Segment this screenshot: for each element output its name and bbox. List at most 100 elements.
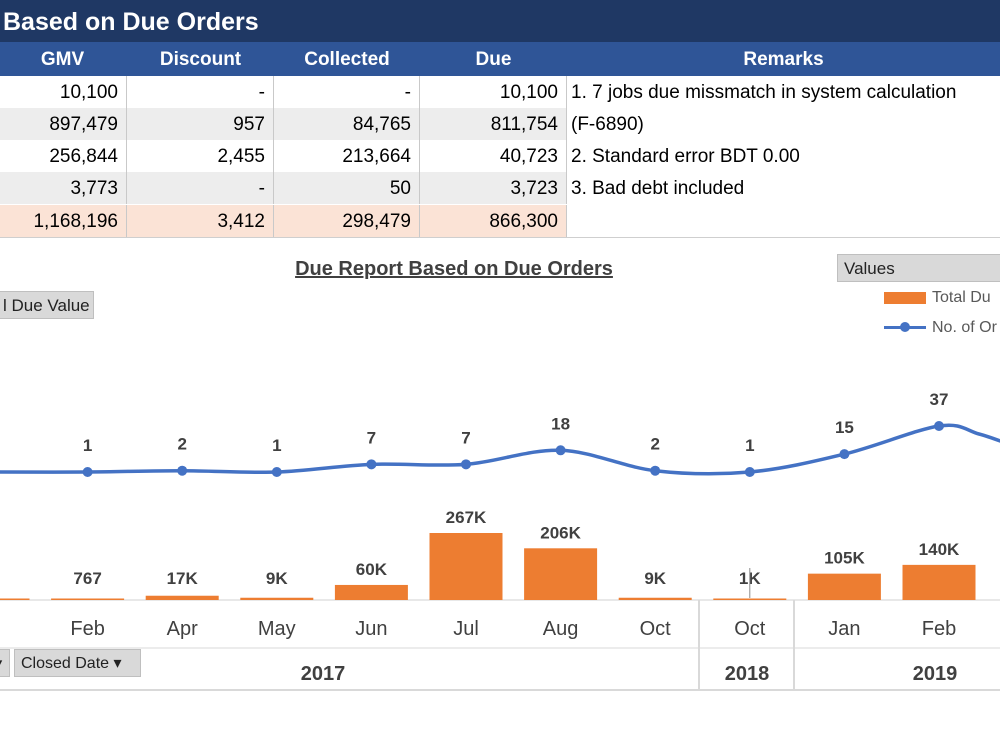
total-gmv[interactable]: 1,168,196 xyxy=(0,205,127,237)
chart-title: Due Report Based on Due Orders xyxy=(295,258,613,280)
orders-data-label: 15 xyxy=(835,418,854,437)
orders-point xyxy=(650,465,661,476)
bar xyxy=(713,598,787,600)
x-tick-label: Aug xyxy=(543,618,579,640)
bar xyxy=(0,598,30,600)
bar xyxy=(524,548,598,600)
cell-due[interactable]: 3,723 xyxy=(420,172,567,204)
table-total-row: 1,168,196 3,412 298,479 866,300 xyxy=(0,205,567,237)
orders-point xyxy=(555,445,566,456)
orders-series-line xyxy=(0,423,1000,476)
remark-line: 1. 7 jobs due missmatch in system calcul… xyxy=(571,82,957,103)
x-tick-label: Jun xyxy=(355,618,387,640)
orders-point xyxy=(271,467,282,477)
dropdown-arrow-icon: ▾ xyxy=(0,654,2,673)
orders-point xyxy=(366,459,377,470)
orders-point xyxy=(934,421,944,431)
x-year-label: 2019 xyxy=(913,663,958,685)
orders-data-label: 7 xyxy=(367,428,376,447)
orders-data-label: 1 xyxy=(83,436,92,455)
cell-due[interactable]: 10,100 xyxy=(420,76,567,108)
values-field-label: Values xyxy=(844,259,895,278)
total-collected[interactable]: 298,479 xyxy=(274,205,420,237)
due-value-field-button[interactable]: l Due Value xyxy=(0,291,94,319)
closed-date-field-label: Closed Date xyxy=(21,655,110,672)
table-row: 256,844 2,455 213,664 40,723 xyxy=(0,140,567,172)
table-row: 897,479 957 84,765 811,754 xyxy=(0,108,567,140)
cell-due[interactable]: 40,723 xyxy=(420,140,567,172)
bar-data-label: 9K xyxy=(644,569,666,588)
cell-discount[interactable]: - xyxy=(127,76,274,108)
x-tick-label: May xyxy=(258,618,296,640)
cell-collected[interactable]: - xyxy=(274,76,420,108)
cell-gmv[interactable]: 256,844 xyxy=(0,140,127,172)
orders-data-label: 37 xyxy=(930,390,949,409)
orders-data-label: 2 xyxy=(177,435,186,454)
orders-point xyxy=(177,465,188,476)
orders-data-label: 1 xyxy=(272,436,281,455)
cell-due[interactable]: 811,754 xyxy=(420,108,567,140)
bar xyxy=(334,584,408,600)
header-discount: Discount xyxy=(159,49,242,70)
bar xyxy=(145,595,219,600)
legend-bar-swatch xyxy=(884,291,926,304)
orders-data-label: 7 xyxy=(461,428,470,447)
x-year-label: 2017 xyxy=(301,663,346,685)
total-due[interactable]: 866,300 xyxy=(420,205,567,237)
orders-data-label: 2 xyxy=(650,435,659,454)
x-tick-label: Feb xyxy=(922,618,956,640)
row-field-dropdown-button[interactable]: ▾ xyxy=(0,649,10,677)
orders-point xyxy=(839,449,850,460)
x-tick-label: Feb xyxy=(70,618,104,640)
bar-data-label: 206K xyxy=(540,523,581,542)
bar xyxy=(429,533,503,600)
dropdown-arrow-icon: ▾ xyxy=(113,655,122,672)
bar-data-label: 767 xyxy=(73,569,101,588)
cell-gmv[interactable]: 3,773 xyxy=(0,172,127,204)
remark-line: (F-6890) xyxy=(571,114,644,135)
cell-discount[interactable]: - xyxy=(127,172,274,204)
bar xyxy=(807,573,881,600)
legend-total-due-label: Total Du xyxy=(932,289,991,306)
closed-date-field-button[interactable]: Closed Date ▾ xyxy=(14,649,141,677)
table-bottom-border xyxy=(0,237,1000,238)
bar xyxy=(51,598,125,600)
cell-collected[interactable]: 84,765 xyxy=(274,108,420,140)
cell-collected[interactable]: 50 xyxy=(274,172,420,204)
due-value-field-label: l Due Value xyxy=(3,296,90,315)
header-remarks: Remarks xyxy=(743,49,824,70)
header-due: Due xyxy=(475,49,512,70)
bar xyxy=(240,597,314,600)
cell-gmv[interactable]: 10,100 xyxy=(0,76,127,108)
report-title: Based on Due Orders xyxy=(0,0,1000,42)
x-tick-label: Apr xyxy=(167,618,198,640)
orders-point xyxy=(744,467,755,477)
legend-orders-label: No. of Or xyxy=(932,319,997,336)
bar-data-label: 60K xyxy=(356,560,388,579)
bar-data-label: 105K xyxy=(824,549,865,568)
cell-collected[interactable]: 213,664 xyxy=(274,140,420,172)
x-year-label: 2018 xyxy=(725,663,770,685)
table-row: 10,100 - - 10,100 xyxy=(0,76,567,108)
bar-data-label: 267K xyxy=(446,508,487,527)
orders-data-label: 18 xyxy=(551,414,570,433)
cell-discount[interactable]: 2,455 xyxy=(127,140,274,172)
cell-discount[interactable]: 957 xyxy=(127,108,274,140)
table-header-row: GMV Discount Collected Due Remarks xyxy=(0,42,1000,76)
x-tick-label: Oct xyxy=(734,618,766,640)
values-field-button[interactable]: Values xyxy=(837,254,1000,282)
x-tick-label: Jan xyxy=(828,618,860,640)
legend-orders: No. of Or xyxy=(884,319,997,337)
total-discount[interactable]: 3,412 xyxy=(127,205,274,237)
cell-gmv[interactable]: 897,479 xyxy=(0,108,127,140)
orders-data-label: 1 xyxy=(745,436,754,455)
x-tick-label: Oct xyxy=(640,618,672,640)
header-collected: Collected xyxy=(304,49,390,70)
bar xyxy=(618,597,692,600)
bar xyxy=(902,564,976,600)
remark-line: 2. Standard error BDT 0.00 xyxy=(571,146,800,167)
bar-data-label: 9K xyxy=(266,569,288,588)
header-gmv: GMV xyxy=(40,49,85,70)
legend-line-swatch xyxy=(884,322,926,333)
legend-total-due: Total Du xyxy=(884,289,991,307)
